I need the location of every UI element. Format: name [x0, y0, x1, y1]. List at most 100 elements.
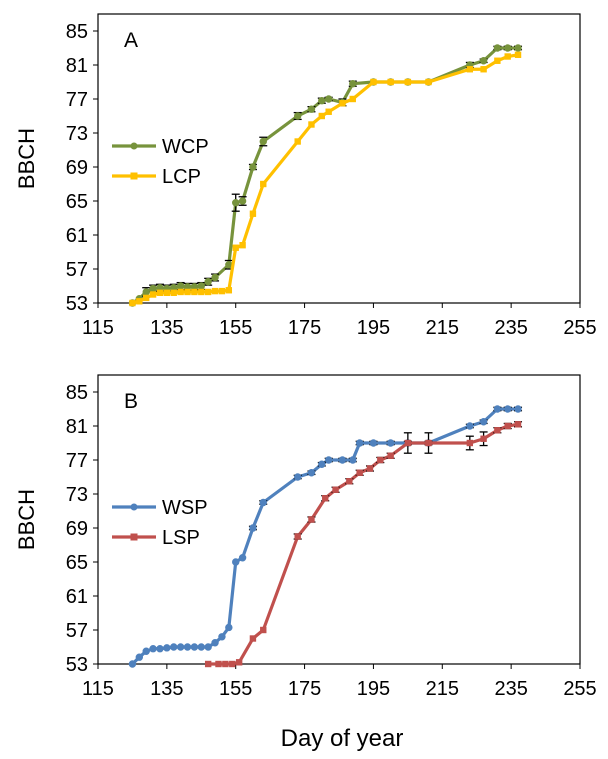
data-point — [322, 495, 329, 502]
data-point — [215, 660, 222, 668]
y-tick-label: 81 — [66, 416, 88, 438]
data-point — [249, 635, 257, 642]
data-point — [191, 288, 198, 296]
panel-label: B — [124, 390, 138, 413]
legend-marker — [130, 172, 138, 180]
y-tick-label: 73 — [66, 123, 88, 145]
data-point — [425, 78, 432, 86]
data-point — [339, 100, 346, 107]
data-point — [504, 422, 511, 430]
data-point — [211, 639, 219, 647]
data-point — [494, 57, 501, 64]
data-point — [222, 660, 229, 668]
data-point — [370, 78, 377, 86]
y-tick-label: 69 — [66, 518, 88, 540]
data-point — [514, 51, 522, 58]
data-point — [143, 294, 150, 302]
data-point — [142, 288, 150, 296]
data-point — [128, 660, 137, 668]
x-tick-label: 135 — [150, 317, 183, 339]
data-point — [404, 439, 412, 447]
data-point — [387, 452, 394, 459]
y-tick-label: 85 — [66, 382, 88, 404]
x-tick-label: 235 — [494, 678, 527, 700]
data-point — [142, 647, 150, 655]
legend-label: LCP — [162, 166, 201, 188]
series-lsp — [204, 421, 523, 668]
data-point — [135, 653, 144, 661]
data-point — [332, 486, 339, 493]
data-point — [514, 44, 522, 52]
data-point — [294, 138, 301, 145]
x-tick-label: 115 — [82, 678, 114, 700]
data-point — [177, 288, 184, 296]
data-point — [369, 439, 378, 447]
data-point — [249, 524, 257, 532]
y-tick-label: 77 — [66, 450, 88, 472]
data-point — [493, 405, 502, 413]
data-point — [404, 78, 412, 86]
legend-label: WCP — [162, 136, 209, 158]
data-point — [504, 405, 512, 413]
data-point — [232, 199, 240, 207]
data-point — [225, 623, 233, 632]
data-point — [293, 473, 302, 481]
data-point — [218, 287, 226, 295]
data-point — [249, 210, 257, 217]
data-point — [479, 57, 488, 65]
data-point — [514, 405, 522, 413]
data-point — [211, 287, 219, 295]
panel-a: 53 57 61 65 69 73 77 81 85 115 135 155 175 195 215 235 2… — [14, 13, 597, 339]
data-point — [156, 645, 164, 653]
data-point — [225, 287, 233, 294]
data-point — [356, 469, 363, 476]
data-point — [466, 439, 474, 447]
data-point — [249, 163, 257, 171]
legend-label: WSP — [162, 497, 208, 519]
data-point — [349, 95, 356, 103]
x-tick-label: 215 — [426, 678, 459, 700]
y-tick-label: 73 — [66, 484, 88, 506]
data-point — [239, 242, 246, 249]
data-point — [176, 643, 185, 651]
data-point — [293, 112, 302, 120]
y-tick-label: 57 — [66, 259, 88, 281]
data-point — [425, 439, 432, 447]
x-axis-label: Day of year — [281, 725, 404, 752]
x-tick-label: 175 — [288, 317, 321, 339]
data-point — [204, 288, 212, 296]
data-point — [232, 244, 239, 251]
x-tick-label: 135 — [150, 678, 183, 700]
data-point — [176, 282, 185, 290]
y-tick-label: 61 — [66, 586, 88, 608]
data-point — [204, 643, 212, 651]
legend-label: LSP — [162, 527, 200, 549]
y-tick-label: 53 — [66, 654, 88, 676]
data-point — [170, 289, 177, 296]
y-tick-label: 65 — [66, 552, 88, 574]
series-lcp — [129, 51, 522, 307]
y-tick-label: 77 — [66, 89, 88, 111]
data-point — [466, 422, 474, 430]
y-tick-label: 65 — [66, 191, 88, 213]
data-point — [514, 421, 522, 428]
data-point — [308, 516, 315, 523]
x-tick-label: 155 — [219, 317, 252, 339]
x-tick-label: 255 — [563, 317, 596, 339]
data-point — [338, 456, 347, 464]
x-tick-label: 235 — [494, 317, 527, 339]
legend-marker — [130, 142, 138, 150]
data-point — [163, 289, 171, 296]
data-point — [349, 80, 357, 88]
data-point — [504, 44, 512, 52]
data-point — [318, 97, 326, 105]
data-point — [198, 288, 205, 296]
data-point — [149, 284, 157, 293]
data-point — [480, 66, 487, 73]
data-point — [184, 288, 191, 296]
panel-b: 53 57 61 65 69 73 77 81 85 115 135 155 175 195 215 235 2… — [14, 374, 597, 700]
data-point — [235, 659, 243, 666]
y-axis-label: BBCH — [14, 489, 39, 550]
